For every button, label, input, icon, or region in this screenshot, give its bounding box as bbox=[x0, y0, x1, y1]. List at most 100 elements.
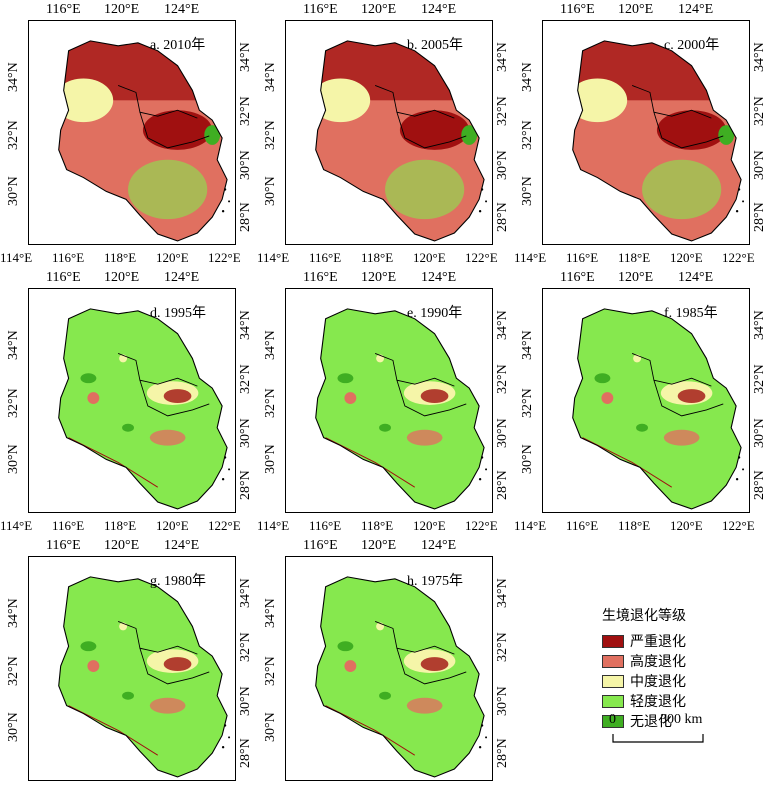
legend-label: 高度退化 bbox=[630, 654, 686, 670]
left-lat-label: 30°N bbox=[6, 444, 21, 474]
bottom-lon-label: 120°E bbox=[670, 518, 703, 533]
left-lat-label: 34°N bbox=[520, 330, 535, 360]
left-lat-label: 30°N bbox=[263, 444, 278, 474]
top-lon-label: 120°E bbox=[361, 538, 397, 553]
right-lat-label: 32°N bbox=[238, 364, 253, 394]
bottom-lon-label: 120°E bbox=[156, 250, 189, 265]
right-lat-label: 34°N bbox=[752, 310, 767, 340]
panel-title: a. 2010年 bbox=[150, 38, 206, 53]
bottom-lon-label: 114°E bbox=[0, 250, 33, 265]
legend-label: 轻度退化 bbox=[630, 694, 686, 710]
legend-item: 高度退化 bbox=[602, 651, 772, 671]
right-lat-label: 28°N bbox=[238, 470, 253, 500]
legend: 生境退化等级 严重退化 高度退化 中度退化 轻度退化 无退化 bbox=[602, 605, 772, 765]
top-lon-label: 124°E bbox=[421, 2, 457, 17]
top-lon-label: 120°E bbox=[104, 270, 140, 285]
panel-title: e. 1990年 bbox=[407, 306, 463, 321]
panel-title: f. 1985年 bbox=[664, 306, 718, 321]
map-panel: d. 1995年 116°E 120°E 124°E 114°E 116°E 118°E 12… bbox=[0, 268, 253, 533]
bottom-lon-label: 122°E bbox=[208, 250, 241, 265]
right-lat-label: 28°N bbox=[752, 202, 767, 232]
top-lon-label: 116°E bbox=[46, 538, 81, 553]
right-lat-label: 34°N bbox=[238, 578, 253, 608]
degradation-map bbox=[542, 20, 750, 245]
top-lon-label: 116°E bbox=[303, 2, 338, 17]
right-lat-label: 34°N bbox=[238, 310, 253, 340]
right-lat-label: 30°N bbox=[752, 150, 767, 180]
bottom-lon-label: 116°E bbox=[52, 518, 85, 533]
bottom-lon-label: 120°E bbox=[156, 518, 189, 533]
top-lon-label: 124°E bbox=[164, 2, 200, 17]
map-panel: f. 1985年 116°E 120°E 124°E 114°E 116°E 118°E 12… bbox=[514, 268, 767, 533]
right-lat-label: 32°N bbox=[752, 96, 767, 126]
bottom-lon-label: 116°E bbox=[566, 518, 599, 533]
left-lat-label: 30°N bbox=[6, 176, 21, 206]
right-lat-label: 30°N bbox=[238, 150, 253, 180]
right-lat-label: 30°N bbox=[495, 418, 510, 448]
bottom-lon-label: 114°E bbox=[0, 518, 33, 533]
top-lon-label: 116°E bbox=[560, 2, 595, 17]
left-lat-label: 30°N bbox=[520, 444, 535, 474]
left-lat-label: 32°N bbox=[520, 120, 535, 150]
scale-end: 300 km bbox=[660, 712, 703, 727]
left-lat-label: 34°N bbox=[6, 62, 21, 92]
left-lat-label: 32°N bbox=[520, 388, 535, 418]
panel-title: c. 2000年 bbox=[664, 38, 720, 53]
degradation-map bbox=[542, 288, 750, 513]
bottom-lon-label: 116°E bbox=[52, 250, 85, 265]
right-lat-label: 28°N bbox=[495, 738, 510, 768]
legend-swatch bbox=[602, 674, 624, 688]
right-lat-label: 32°N bbox=[495, 364, 510, 394]
left-lat-label: 32°N bbox=[263, 120, 278, 150]
bottom-lon-label: 118°E bbox=[104, 518, 137, 533]
left-lat-label: 34°N bbox=[6, 330, 21, 360]
top-lon-label: 116°E bbox=[303, 270, 338, 285]
legend-swatch bbox=[602, 654, 624, 668]
legend-label: 严重退化 bbox=[630, 634, 686, 650]
top-lon-label: 124°E bbox=[678, 2, 714, 17]
legend-swatch bbox=[602, 634, 624, 648]
bottom-lon-label: 116°E bbox=[566, 250, 599, 265]
bottom-lon-label: 114°E bbox=[514, 250, 547, 265]
left-lat-label: 30°N bbox=[520, 176, 535, 206]
top-lon-label: 120°E bbox=[618, 270, 654, 285]
top-lon-label: 116°E bbox=[46, 270, 81, 285]
scale-start: 0 bbox=[609, 712, 616, 727]
left-lat-label: 30°N bbox=[6, 712, 21, 742]
bottom-lon-label: 118°E bbox=[618, 518, 651, 533]
right-lat-label: 30°N bbox=[495, 686, 510, 716]
degradation-map bbox=[285, 288, 493, 513]
left-lat-label: 34°N bbox=[263, 62, 278, 92]
map-panel: a. 2010年 116°E 120°E 124°E 114°E 116°E 118°E 12… bbox=[0, 0, 253, 265]
map-panel: h. 1975年 116°E 120°E 124°E 34°N 32°N 30°N 34°N 3… bbox=[257, 536, 510, 796]
right-lat-label: 30°N bbox=[238, 686, 253, 716]
legend-item: 轻度退化 bbox=[602, 691, 772, 711]
right-lat-label: 34°N bbox=[495, 578, 510, 608]
right-lat-label: 32°N bbox=[495, 632, 510, 662]
left-lat-label: 34°N bbox=[520, 62, 535, 92]
scale-bar: 0 300 km bbox=[609, 712, 712, 762]
right-lat-label: 34°N bbox=[495, 42, 510, 72]
map-panel: g. 1980年 116°E 120°E 124°E 34°N 32°N 30°N 34°N 3… bbox=[0, 536, 253, 796]
legend-swatch bbox=[602, 694, 624, 708]
legend-item: 中度退化 bbox=[602, 671, 772, 691]
top-lon-label: 120°E bbox=[104, 2, 140, 17]
bottom-lon-label: 122°E bbox=[465, 518, 498, 533]
left-lat-label: 32°N bbox=[6, 388, 21, 418]
top-lon-label: 124°E bbox=[678, 270, 714, 285]
right-lat-label: 34°N bbox=[238, 42, 253, 72]
panel-title: d. 1995年 bbox=[150, 306, 206, 321]
bottom-lon-label: 122°E bbox=[465, 250, 498, 265]
bottom-lon-label: 114°E bbox=[257, 518, 290, 533]
left-lat-label: 32°N bbox=[263, 656, 278, 686]
bottom-lon-label: 120°E bbox=[413, 250, 446, 265]
bottom-lon-label: 114°E bbox=[514, 518, 547, 533]
map-panel: e. 1990年 116°E 120°E 124°E 114°E 116°E 118°E 12… bbox=[257, 268, 510, 533]
degradation-map bbox=[285, 20, 493, 245]
panel-title: h. 1975年 bbox=[407, 574, 463, 589]
bottom-lon-label: 118°E bbox=[104, 250, 137, 265]
bottom-lon-label: 118°E bbox=[361, 250, 394, 265]
map-panel: c. 2000年 116°E 120°E 124°E 114°E 116°E 118°E 12… bbox=[514, 0, 767, 265]
legend-label: 中度退化 bbox=[630, 674, 686, 690]
right-lat-label: 32°N bbox=[495, 96, 510, 126]
